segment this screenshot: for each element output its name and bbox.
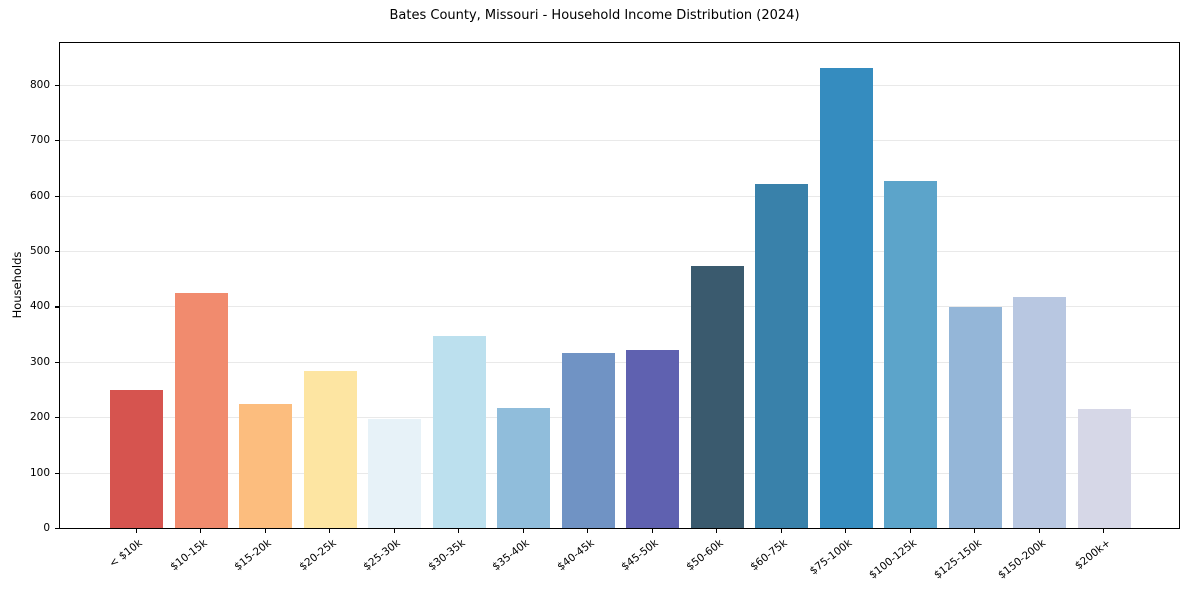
y-tick-label-100: 100 (29, 466, 50, 479)
bar-$200k+ (1077, 408, 1131, 528)
y-tick-label-500: 500 (29, 244, 50, 257)
y-tick-mark-600 (55, 195, 59, 197)
y-tick-label-400: 400 (29, 300, 50, 313)
y-tick-mark-0 (55, 528, 59, 530)
x-tick-label-$35-40k: $35-40k (490, 537, 533, 574)
x-tick-mark-$50-60k (716, 529, 718, 533)
x-tick-label-$125-150k: $125-150k (931, 537, 984, 582)
bar-$45-50k (626, 349, 680, 528)
y-tick-mark-800 (55, 84, 59, 86)
x-tick-label-< $10k: < $10k (107, 537, 146, 571)
gridline-300 (60, 361, 1179, 363)
bar-$25-30k (368, 418, 422, 528)
gridline-400 (60, 306, 1179, 308)
y-tick-label-600: 600 (29, 189, 50, 202)
bar-$20-25k (303, 370, 357, 528)
x-tick-mark-$20-25k (329, 529, 331, 533)
gridline-100 (60, 472, 1179, 474)
gridline-700 (60, 140, 1179, 142)
gridline-600 (60, 195, 1179, 197)
x-tick-label-$30-35k: $30-35k (426, 537, 468, 574)
x-tick-mark-$75-100k (845, 529, 847, 533)
x-tick-mark-< $10k (135, 529, 137, 533)
y-tick-mark-100 (55, 472, 59, 474)
x-tick-mark-$125-150k (974, 529, 976, 533)
x-tick-label-$100-125k: $100-125k (867, 537, 920, 582)
x-tick-label-$40-45k: $40-45k (555, 537, 597, 574)
x-tick-mark-$25-30k (393, 529, 395, 533)
bar-$10-15k (174, 293, 228, 528)
x-tick-mark-$30-35k (458, 529, 460, 533)
x-tick-label-$200k+: $200k+ (1072, 537, 1113, 573)
chart-title: Bates County, Missouri - Household Incom… (389, 8, 800, 23)
bar-$150-200k (1013, 296, 1067, 528)
x-tick-mark-$200k+ (1103, 529, 1105, 533)
x-tick-mark-$45-50k (651, 529, 653, 533)
x-tick-mark-$40-45k (587, 529, 589, 533)
bar-$60-75k (755, 183, 809, 528)
x-tick-label-$15-20k: $15-20k (232, 537, 275, 574)
gridline-200 (60, 417, 1179, 419)
x-tick-mark-$150-200k (1038, 529, 1040, 533)
gridline-800 (60, 84, 1179, 86)
bar-$35-40k (497, 407, 551, 528)
bar-$40-45k (561, 353, 615, 528)
y-tick-label-800: 800 (29, 78, 50, 91)
bar-$75-100k (819, 68, 873, 528)
bar-$30-35k (432, 336, 486, 528)
y-tick-label-0: 0 (43, 522, 50, 534)
y-tick-label-300: 300 (29, 355, 50, 368)
x-tick-label-$45-50k: $45-50k (619, 537, 662, 574)
x-tick-mark-$10-15k (200, 529, 202, 533)
x-tick-label-$10-15k: $10-15k (168, 537, 210, 574)
x-tick-mark-$60-75k (780, 529, 782, 533)
bar-$125-150k (948, 307, 1002, 528)
y-tick-mark-400 (55, 306, 59, 308)
x-tick-mark-$100-125k (909, 529, 911, 533)
x-tick-label-$150-200k: $150-200k (996, 537, 1049, 582)
x-tick-label-$50-60k: $50-60k (684, 537, 726, 574)
bar-$50-60k (690, 266, 744, 528)
x-tick-mark-$35-40k (522, 529, 524, 533)
y-tick-label-700: 700 (29, 134, 50, 147)
y-tick-mark-700 (55, 140, 59, 142)
y-tick-mark-500 (55, 250, 59, 253)
y-tick-mark-200 (55, 417, 59, 419)
gridline-500 (60, 250, 1179, 252)
plot-area (59, 42, 1180, 529)
x-tick-mark-$15-20k (264, 529, 266, 533)
y-tick-mark-300 (55, 361, 59, 363)
bar-< $10k (110, 390, 164, 528)
x-tick-label-$75-100k: $75-100k (807, 537, 855, 578)
bar-$100-125k (884, 181, 938, 528)
x-tick-label-$25-30k: $25-30k (361, 537, 404, 574)
x-tick-label-$60-75k: $60-75k (748, 537, 791, 574)
x-tick-label-$20-25k: $20-25k (297, 537, 339, 574)
bar-$15-20k (239, 404, 293, 528)
y-tick-label-200: 200 (29, 411, 50, 424)
